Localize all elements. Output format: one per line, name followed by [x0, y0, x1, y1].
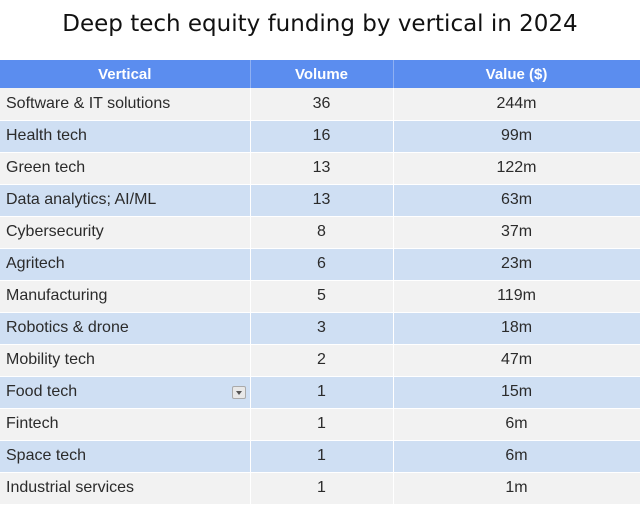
vertical-cell: Food tech [0, 376, 251, 409]
table-row: Manufacturing 5 119m [0, 280, 640, 313]
vertical-cell: Software & IT solutions [0, 88, 251, 121]
value-cell: 37m [393, 216, 640, 249]
header-cell: Vertical [0, 60, 251, 88]
table-row: Software & IT solutions 36 244m [0, 88, 640, 121]
value-cell: 99m [393, 120, 640, 153]
vertical-cell: Green tech [0, 152, 251, 185]
value-cell: 1 [250, 440, 394, 473]
vertical-cell: Space tech [0, 440, 251, 473]
value-cell: 16 [250, 120, 394, 153]
value-cell: 1 [250, 472, 394, 505]
value-cell: 36 [250, 88, 394, 121]
title: Deep tech equity funding by vertical in … [62, 11, 578, 37]
value-cell: 23m [393, 248, 640, 281]
vertical-cell: Cybersecurity [0, 216, 251, 249]
value-cell: 119m [393, 280, 640, 313]
table-row: Robotics & drone 3 18m [0, 312, 640, 345]
vertical-cell: Fintech [0, 408, 251, 441]
header-row: Vertical Volume Value ($) [0, 60, 640, 88]
vertical-cell: Agritech [0, 248, 251, 281]
table-body: Software & IT solutions 36 244m Health tech… [0, 88, 640, 505]
value-cell: 6m [393, 408, 640, 441]
table-row: Space tech 1 6m [0, 440, 640, 473]
value-cell: 6 [250, 248, 394, 281]
vertical-cell: Mobility tech [0, 344, 251, 377]
value-cell: 1 [250, 408, 394, 441]
vertical-cell: Industrial services [0, 472, 251, 505]
vertical-cell: Health tech [0, 120, 251, 153]
header-cell: Volume [250, 60, 394, 88]
value-cell: 63m [393, 184, 640, 217]
data-table: Vertical Volume Value ($) Software & IT so… [0, 60, 640, 505]
vertical-cell: Manufacturing [0, 280, 251, 313]
value-cell: 18m [393, 312, 640, 345]
value-cell: 1m [393, 472, 640, 505]
table-row: Cybersecurity 8 37m [0, 216, 640, 249]
value-cell: 47m [393, 344, 640, 377]
table-row: Mobility tech 2 47m [0, 344, 640, 377]
table-row: Green tech 13 122m [0, 152, 640, 185]
vertical-cell: Data analytics; AI/ML [0, 184, 251, 217]
value-cell: 5 [250, 280, 394, 313]
value-cell: 3 [250, 312, 394, 345]
vertical-cell: Robotics & drone [0, 312, 251, 345]
value-cell: 122m [393, 152, 640, 185]
value-cell: 13 [250, 184, 394, 217]
value-cell: 2 [250, 344, 394, 377]
table-row: Agritech 6 23m [0, 248, 640, 281]
value-cell: 13 [250, 152, 394, 185]
value-cell: 15m [393, 376, 640, 409]
header-cell: Value ($) [393, 60, 640, 88]
dropdown-icon[interactable] [231, 385, 246, 399]
value-cell: 6m [393, 440, 640, 473]
value-cell: 1 [250, 376, 394, 409]
value-cell: 244m [393, 88, 640, 121]
value-cell: 8 [250, 216, 394, 249]
table-row: Health tech 16 99m [0, 120, 640, 153]
table-row: Food tech 1 15m [0, 376, 640, 409]
table-row: Industrial services 1 1m [0, 472, 640, 505]
table-row: Data analytics; AI/ML 13 63m [0, 184, 640, 217]
table-row: Fintech 1 6m [0, 408, 640, 441]
